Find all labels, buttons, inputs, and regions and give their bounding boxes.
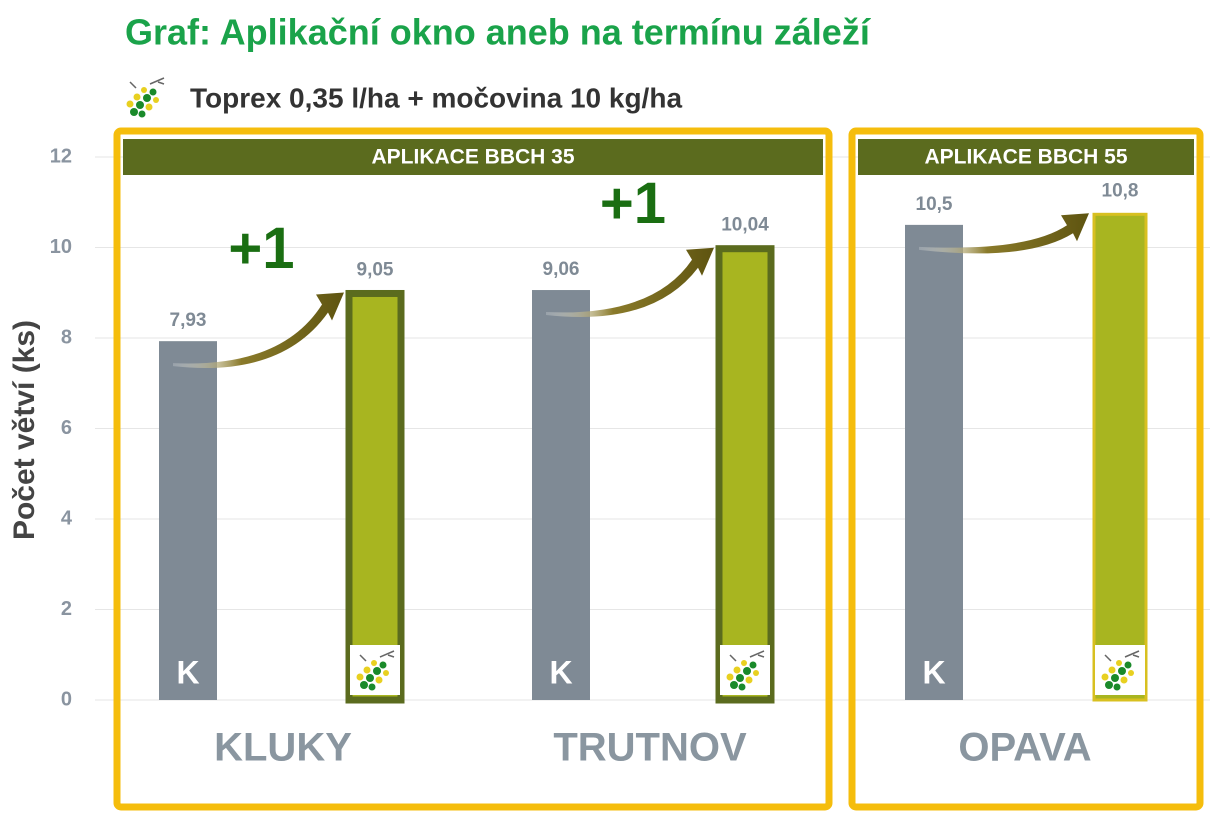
bar — [1092, 212, 1148, 702]
y-tick-label: 4 — [61, 507, 73, 529]
trend-arrow — [546, 247, 714, 318]
x-tick-label: KLUKY — [214, 726, 352, 770]
treatment-icon — [349, 644, 401, 696]
bar — [905, 224, 963, 700]
bar — [345, 289, 405, 704]
y-tick-label: 2 — [61, 598, 72, 620]
panel-frame — [113, 127, 833, 811]
logo-icon — [119, 71, 171, 123]
treatment-icon — [1094, 644, 1146, 696]
chart-title: Graf: Aplikační okno aneb na termínu zál… — [125, 12, 871, 53]
panel-header — [858, 139, 1194, 175]
value-label: 10,8 — [1102, 180, 1139, 201]
chart-subtitle: Toprex 0,35 l/ha + močovina 10 kg/ha — [190, 82, 682, 113]
y-tick-label: 0 — [61, 688, 72, 710]
bar — [159, 341, 217, 700]
bar — [715, 245, 775, 704]
x-tick-label: OPAVA — [958, 726, 1091, 770]
annotation: +1 — [600, 171, 666, 236]
value-label: 9,05 — [357, 260, 394, 281]
panel-frame — [848, 127, 1204, 811]
value-label: 7,93 — [170, 310, 207, 331]
bar — [532, 290, 590, 700]
trend-arrow — [173, 292, 344, 369]
x-tick-label: TRUTNOV — [553, 726, 747, 770]
trend-arrow — [919, 213, 1089, 254]
value-label: 10,04 — [721, 215, 769, 236]
treatment-icon — [719, 644, 771, 696]
value-label: 10,5 — [916, 194, 953, 215]
bar-label: K — [922, 654, 945, 690]
bar-label: K — [176, 654, 199, 690]
annotation: +1 — [228, 216, 294, 281]
y-axis-label: Počet větví (ks) — [8, 320, 41, 540]
y-tick-label: 8 — [61, 326, 72, 348]
panel-label: APLIKACE BBCH 55 — [924, 146, 1127, 169]
value-label: 9,06 — [543, 259, 580, 280]
panel-header — [123, 139, 823, 175]
panel-label: APLIKACE BBCH 35 — [371, 146, 574, 169]
y-tick-label: 10 — [50, 236, 72, 258]
y-tick-label: 6 — [61, 417, 72, 439]
bar-label: K — [549, 654, 572, 690]
y-tick-label: 12 — [50, 145, 72, 167]
